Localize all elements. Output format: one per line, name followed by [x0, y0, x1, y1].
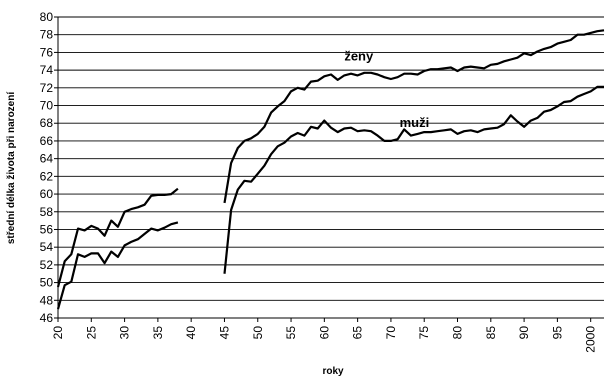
- y-tick-label: 72: [40, 81, 54, 95]
- y-tick-label: 64: [40, 152, 54, 166]
- x-tick-label: 95: [550, 326, 564, 340]
- x-axis-title: roky: [322, 366, 344, 377]
- series-line-1-segment-0: [56, 221, 179, 310]
- x-tick-label: 40: [184, 326, 198, 340]
- series-line-1-segment-1: [223, 85, 604, 274]
- y-axis-title: střední délka života při narození: [6, 91, 17, 244]
- series-labels: ženy muži: [344, 48, 429, 129]
- x-tick-label: 90: [517, 326, 531, 340]
- x-tick-label: 20: [51, 326, 65, 340]
- y-tick-label: 56: [40, 222, 54, 236]
- x-tick-label: 70: [384, 326, 398, 340]
- x-tick-label: 65: [351, 326, 365, 340]
- series-label-1: muži: [400, 115, 430, 130]
- y-tick-label: 52: [40, 258, 54, 272]
- series-line-0-segment-0: [56, 187, 179, 288]
- grid-lines: [58, 16, 604, 301]
- x-tick-label: 85: [484, 326, 498, 340]
- x-tick-label: 60: [317, 326, 331, 340]
- x-tick-label: 75: [417, 326, 431, 340]
- y-tick-label: 78: [40, 28, 54, 42]
- y-tick-label: 58: [40, 205, 54, 219]
- x-tick-label: 2000: [584, 326, 598, 353]
- series-label-0: ženy: [344, 48, 374, 63]
- y-tick-labels: 46 48 50 52 54 56 58 60 62 64 66 68 70 72 74 76 78 80: [40, 10, 58, 325]
- x-tick-label: 50: [251, 326, 265, 340]
- x-tick-labels: 20 25 30 35 40 45 50 55 60 65 70 75 80 85 90 95 2000: [51, 318, 598, 353]
- y-tick-label: 80: [40, 10, 54, 24]
- x-tick-label: 35: [151, 326, 165, 340]
- series-lines: [56, 29, 605, 310]
- axes: [57, 17, 604, 319]
- y-tick-label: 50: [40, 276, 54, 290]
- x-tick-label: 45: [217, 326, 231, 340]
- y-tick-label: 62: [40, 169, 54, 183]
- y-tick-label: 46: [40, 311, 54, 325]
- y-tick-label: 76: [40, 45, 54, 59]
- y-tick-label: 60: [40, 187, 54, 201]
- y-tick-label: 66: [40, 134, 54, 148]
- y-tick-label: 54: [40, 240, 54, 254]
- y-tick-label: 70: [40, 99, 54, 113]
- x-tick-label: 25: [84, 326, 98, 340]
- y-tick-label: 68: [40, 116, 54, 130]
- x-tick-label: 55: [284, 326, 298, 340]
- y-tick-label: 74: [40, 63, 54, 77]
- y-tick-label: 48: [40, 293, 54, 307]
- series-line-0-segment-1: [223, 29, 605, 204]
- x-tick-label: 30: [118, 326, 132, 340]
- x-tick-label: 80: [451, 326, 465, 340]
